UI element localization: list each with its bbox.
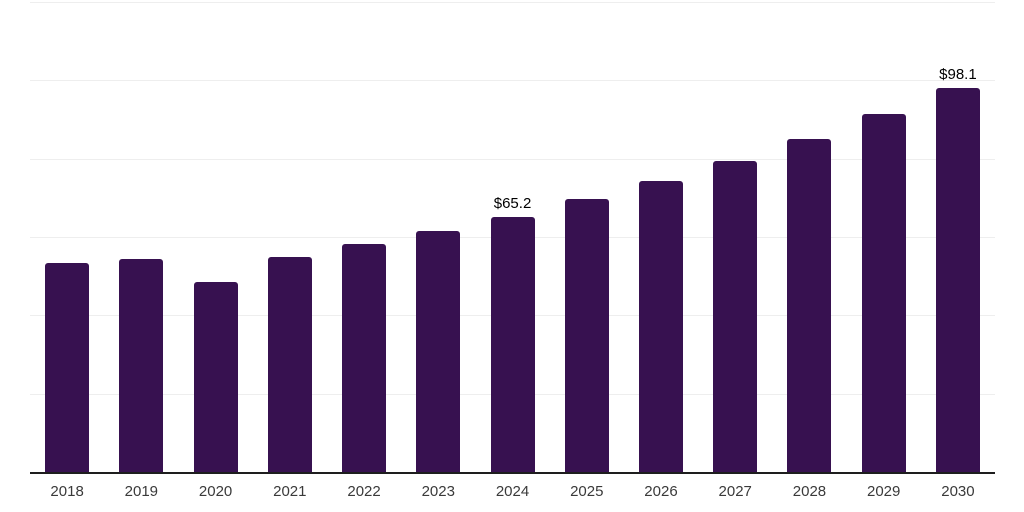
bar-2029	[861, 114, 906, 472]
x-tick-2026: 2026	[644, 483, 678, 500]
bar-2023	[416, 231, 461, 472]
bar-slot-2024: $65.2	[475, 2, 549, 472]
x-tick-2018: 2018	[50, 483, 84, 500]
x-tick-2025: 2025	[570, 483, 604, 500]
bar-2020	[193, 282, 238, 472]
bar-slot-2030: $98.1	[921, 2, 995, 472]
gridline-120	[30, 2, 995, 3]
bar-slot-2025	[550, 2, 624, 472]
x-tick-2028: 2028	[792, 483, 827, 500]
x-tick-2021: 2021	[273, 483, 307, 500]
x-tick-2023: 2023	[421, 483, 455, 500]
plot-area: $65.2 $98.1	[30, 2, 995, 474]
x-tick-2030: 2030	[941, 483, 975, 500]
bar-slot-2022	[327, 2, 401, 472]
bar-2026	[638, 181, 683, 472]
x-tick-2029: 2029	[867, 483, 901, 500]
bar-slot-2027	[698, 2, 772, 472]
x-tick-2019: 2019	[124, 483, 159, 500]
bar-2025	[564, 199, 609, 472]
bar-2028	[787, 139, 832, 472]
x-tick-2020: 2020	[198, 483, 233, 500]
data-label-2024: $65.2	[493, 194, 532, 212]
bar-slot-2019	[104, 2, 178, 472]
x-tick-2022: 2022	[347, 483, 381, 500]
data-label-2030: $98.1	[939, 65, 977, 83]
bar-slot-2018	[30, 2, 104, 472]
bar-2030	[935, 87, 980, 472]
bar-2021	[267, 257, 312, 472]
gridline-100	[30, 80, 995, 82]
bar-slot-2028	[772, 2, 846, 472]
x-tick-2027: 2027	[718, 483, 752, 500]
bar-2024	[490, 216, 535, 472]
bar-2018	[45, 263, 90, 472]
bar-2022	[342, 244, 387, 472]
bar-2027	[713, 161, 758, 472]
x-axis: 2018 2019 2020 2021 2022 2023 2024 2025 2026 2027…	[30, 483, 995, 501]
bar-slot-2021	[253, 2, 327, 472]
bars-container: $65.2 $98.1	[30, 2, 995, 472]
bar-slot-2020	[178, 2, 252, 472]
gridline-80	[30, 158, 995, 160]
bar-2019	[119, 258, 164, 472]
x-tick-2024: 2024	[495, 483, 530, 500]
bar-slot-2023	[401, 2, 475, 472]
bar-slot-2029	[847, 2, 921, 472]
bar-slot-2026	[624, 2, 698, 472]
